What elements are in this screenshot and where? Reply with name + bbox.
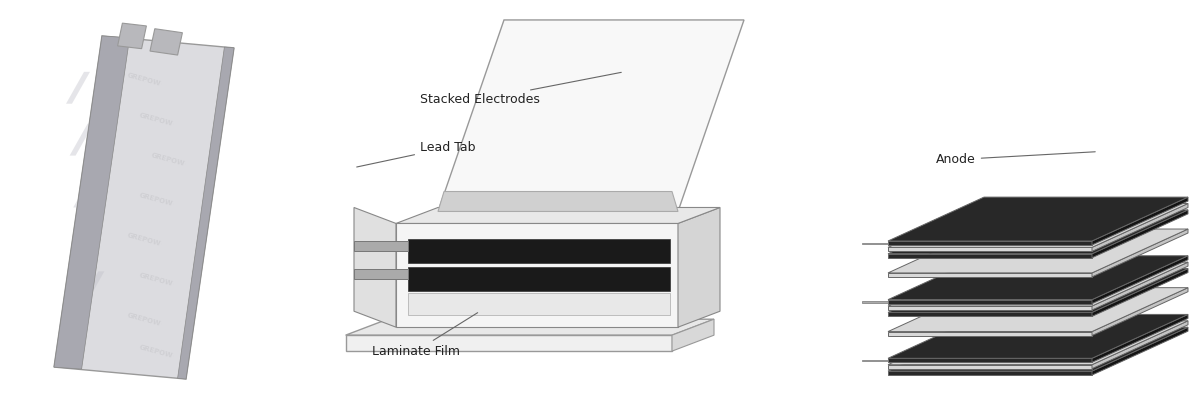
Polygon shape xyxy=(888,327,1188,371)
Polygon shape xyxy=(408,239,670,263)
Polygon shape xyxy=(54,36,234,379)
Polygon shape xyxy=(438,20,744,211)
Polygon shape xyxy=(354,269,408,279)
Polygon shape xyxy=(1092,197,1188,245)
Polygon shape xyxy=(888,273,1092,277)
Text: GREPOW: GREPOW xyxy=(138,112,174,127)
Polygon shape xyxy=(888,321,1188,365)
Polygon shape xyxy=(1092,269,1188,316)
Polygon shape xyxy=(1092,314,1188,362)
Polygon shape xyxy=(438,192,678,211)
Polygon shape xyxy=(672,319,714,351)
Polygon shape xyxy=(888,197,1188,241)
Polygon shape xyxy=(408,267,670,291)
Text: Stacked Electrodes: Stacked Electrodes xyxy=(420,72,622,106)
Polygon shape xyxy=(66,72,90,104)
Polygon shape xyxy=(888,288,1188,332)
Polygon shape xyxy=(70,124,94,156)
Polygon shape xyxy=(1092,256,1188,304)
Polygon shape xyxy=(888,269,1188,312)
Polygon shape xyxy=(77,223,101,255)
Polygon shape xyxy=(888,314,1188,358)
Polygon shape xyxy=(862,301,888,303)
Polygon shape xyxy=(178,47,234,379)
Polygon shape xyxy=(888,332,1092,336)
Polygon shape xyxy=(346,335,672,351)
Polygon shape xyxy=(888,254,1092,258)
Text: GREPOW: GREPOW xyxy=(126,312,162,327)
Polygon shape xyxy=(888,210,1188,254)
Text: GREPOW: GREPOW xyxy=(150,152,186,167)
Polygon shape xyxy=(678,207,720,327)
Text: Laminate Film: Laminate Film xyxy=(372,313,478,358)
Polygon shape xyxy=(888,300,1092,304)
Polygon shape xyxy=(888,312,1092,316)
Polygon shape xyxy=(1092,327,1188,375)
Polygon shape xyxy=(888,358,1092,362)
Polygon shape xyxy=(862,360,888,361)
Polygon shape xyxy=(396,207,720,223)
Polygon shape xyxy=(73,176,97,207)
Polygon shape xyxy=(1092,210,1188,258)
Polygon shape xyxy=(888,306,1092,310)
Polygon shape xyxy=(888,203,1188,247)
Polygon shape xyxy=(1092,229,1188,277)
Polygon shape xyxy=(862,243,888,244)
Text: GREPOW: GREPOW xyxy=(126,72,162,87)
Polygon shape xyxy=(346,319,714,335)
Polygon shape xyxy=(150,29,182,55)
Text: Anode: Anode xyxy=(936,152,1096,166)
Text: GREPOW: GREPOW xyxy=(138,192,174,207)
Polygon shape xyxy=(888,371,1092,375)
Polygon shape xyxy=(1092,203,1188,251)
Polygon shape xyxy=(54,36,130,369)
Polygon shape xyxy=(80,271,104,303)
Polygon shape xyxy=(888,241,1092,245)
Text: GREPOW: GREPOW xyxy=(138,272,174,287)
Polygon shape xyxy=(354,207,396,327)
Polygon shape xyxy=(354,241,408,251)
Polygon shape xyxy=(408,293,670,315)
Text: Lead Tab: Lead Tab xyxy=(356,141,475,167)
Polygon shape xyxy=(888,247,1092,251)
Text: GREPOW: GREPOW xyxy=(138,344,174,359)
Polygon shape xyxy=(1092,288,1188,336)
Text: Separator: Separator xyxy=(936,215,1090,230)
Polygon shape xyxy=(1092,262,1188,310)
Text: Cathode: Cathode xyxy=(936,279,1090,294)
Polygon shape xyxy=(1092,321,1188,369)
Polygon shape xyxy=(396,223,678,327)
Polygon shape xyxy=(888,262,1188,306)
Text: GREPOW: GREPOW xyxy=(126,232,162,247)
Polygon shape xyxy=(888,365,1092,369)
Polygon shape xyxy=(888,256,1188,300)
Polygon shape xyxy=(888,229,1188,273)
Polygon shape xyxy=(118,23,146,49)
